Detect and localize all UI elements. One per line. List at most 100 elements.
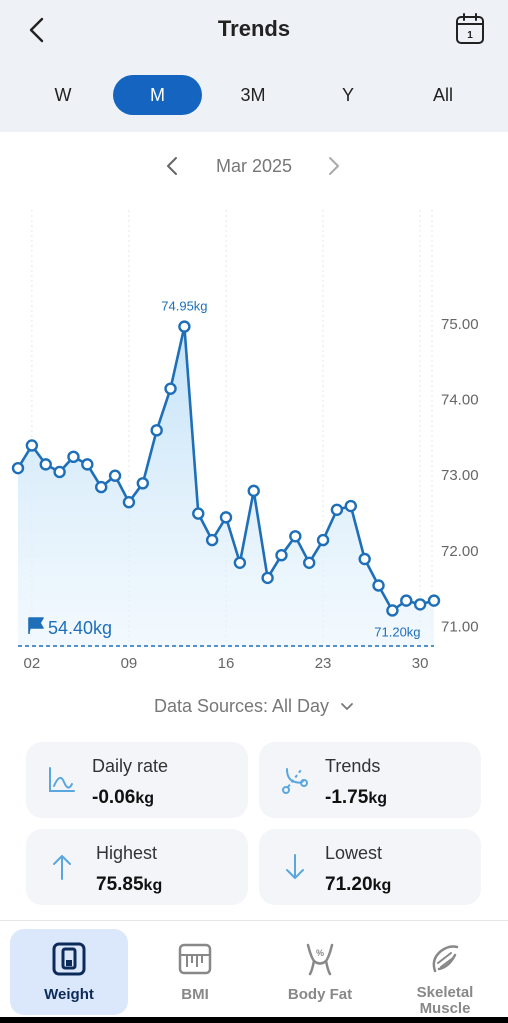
data-point-day-9: [122, 496, 136, 509]
highest-card: Highest 75.85kg: [26, 829, 248, 905]
data-point-day-8: [108, 469, 122, 482]
weight-trend-chart[interactable]: 75.00 74.00 73.00 72.00 71.00 02 09 16 23 30 74.95…: [0, 200, 508, 680]
data-sources-dropdown[interactable]: Data Sources: All Day: [0, 696, 508, 717]
lowest-value-row: 71.20kg: [325, 874, 391, 896]
tab-skeletal-muscle-label: Skeletal Muscle: [386, 985, 504, 1017]
next-month-icon[interactable]: [324, 154, 344, 178]
bottom-tab-bar: Weight BMI % Body Fat Skeletal Muscle: [0, 920, 508, 1023]
data-point-day-21: [289, 530, 302, 543]
flag-icon: [28, 617, 44, 634]
data-point-day-3: [39, 458, 52, 471]
data-point-day-30: [413, 598, 427, 611]
data-point-day-20: [275, 549, 288, 562]
data-point-day-17: [233, 556, 247, 569]
data-point-day-1: [11, 461, 25, 475]
body-fat-icon: %: [306, 943, 334, 976]
bmi-ruler-icon: [178, 943, 212, 975]
x-tick-label-30: 30: [412, 655, 429, 672]
data-point-day-26: [358, 552, 371, 566]
period-year[interactable]: Y: [341, 85, 354, 105]
header-area: Trends 1 W M 3M Y All: [0, 0, 508, 132]
data-point-day-29: [400, 594, 413, 607]
period-month[interactable]: M: [113, 75, 202, 115]
min-value-label: 71.20kg: [374, 624, 420, 639]
lowest-card: Lowest 71.20kg: [259, 829, 481, 905]
period-all[interactable]: All: [432, 85, 453, 105]
daily-rate-value-row: -0.06kg: [92, 787, 154, 809]
tab-body-fat-label: Body Fat: [287, 986, 353, 1003]
tab-body-fat[interactable]: % Body Fat: [261, 929, 379, 1015]
x-tick-label-23: 23: [315, 655, 332, 672]
data-point-day-5: [67, 450, 80, 464]
x-tick-label-09: 09: [121, 655, 138, 672]
period-3-months[interactable]: 3M: [240, 85, 266, 105]
data-point-day-13: [178, 320, 191, 333]
month-label: Mar 2025: [215, 156, 293, 176]
highest-value-row: 75.85kg: [96, 874, 162, 896]
tab-bmi[interactable]: BMI: [136, 929, 254, 1015]
page-title: Trends: [217, 16, 291, 41]
data-point-day-22: [303, 556, 316, 569]
highest-label: Highest: [96, 843, 158, 863]
data-point-day-19: [261, 571, 274, 585]
data-point-day-7: [94, 480, 108, 494]
y-tick-label-2: 73.00: [441, 467, 479, 484]
area-fill: [18, 326, 434, 646]
period-selector: W M 3M Y All: [0, 75, 508, 115]
lowest-label: Lowest: [325, 843, 383, 863]
month-navigator: Mar 2025: [0, 150, 508, 184]
nav-bar: Trends 1: [0, 0, 508, 60]
highest-value: 75.85: [96, 874, 144, 895]
data-point-day-2: [25, 439, 39, 452]
data-point-day-18: [247, 484, 260, 498]
data-point-day-15: [205, 533, 219, 547]
calendar-icon[interactable]: 1: [454, 12, 486, 46]
x-tick-label-02: 02: [24, 655, 41, 672]
data-point-day-12: [164, 382, 177, 395]
daily-rate-chart-icon: [49, 767, 75, 792]
data-point-day-27: [372, 579, 385, 592]
data-sources-label: Data Sources: All Day: [153, 696, 330, 716]
max-value-label: 74.95kg: [161, 299, 207, 314]
arrow-up-icon: [53, 855, 71, 880]
data-point-day-14: [192, 507, 205, 520]
data-point-day-16: [219, 511, 233, 524]
period-week[interactable]: W: [54, 85, 72, 105]
trends-unit: kg: [368, 790, 387, 807]
lowest-value: 71.20: [325, 874, 373, 895]
scale-icon: [52, 942, 86, 976]
back-arrow-icon[interactable]: [22, 14, 54, 46]
data-point-day-10: [136, 477, 150, 490]
daily-rate-value: -0.06: [92, 787, 136, 808]
data-point-day-6: [81, 458, 94, 471]
tab-weight[interactable]: Weight: [10, 929, 128, 1015]
daily-rate-unit: kg: [135, 790, 154, 807]
chevron-down-icon: [341, 703, 353, 711]
system-home-bar: [0, 1017, 508, 1023]
tab-weight-label: Weight: [44, 986, 94, 1003]
data-point-day-23: [316, 533, 330, 547]
lowest-unit: kg: [372, 877, 392, 894]
trends-card: Trends -1.75kg: [259, 742, 481, 818]
data-point-day-11: [150, 424, 163, 437]
previous-month-icon[interactable]: [162, 154, 182, 178]
tab-skeletal-label-line1: Skeletal: [416, 984, 474, 1001]
calendar-day-number: 1: [467, 30, 473, 41]
y-tick-label-4: 71.00: [441, 619, 479, 636]
trend-line-icon: [282, 768, 308, 794]
y-tick-label-0: 75.00: [441, 316, 479, 333]
trends-label: Trends: [325, 756, 381, 776]
trends-value-row: -1.75kg: [325, 787, 387, 809]
daily-rate-card: Daily rate -0.06kg: [26, 742, 248, 818]
y-tick-label-3: 72.00: [441, 543, 479, 560]
data-point-day-28: [386, 604, 399, 617]
muscle-icon: [432, 945, 459, 973]
trends-value: -1.75: [325, 787, 369, 808]
arrow-down-icon: [286, 854, 304, 879]
x-tick-label-16: 16: [218, 655, 235, 672]
daily-rate-label: Daily rate: [92, 756, 169, 776]
tab-skeletal-muscle[interactable]: Skeletal Muscle: [386, 929, 504, 1017]
y-tick-label-1: 74.00: [441, 392, 479, 409]
data-point-day-25: [344, 499, 357, 513]
data-point-day-24: [330, 503, 344, 517]
